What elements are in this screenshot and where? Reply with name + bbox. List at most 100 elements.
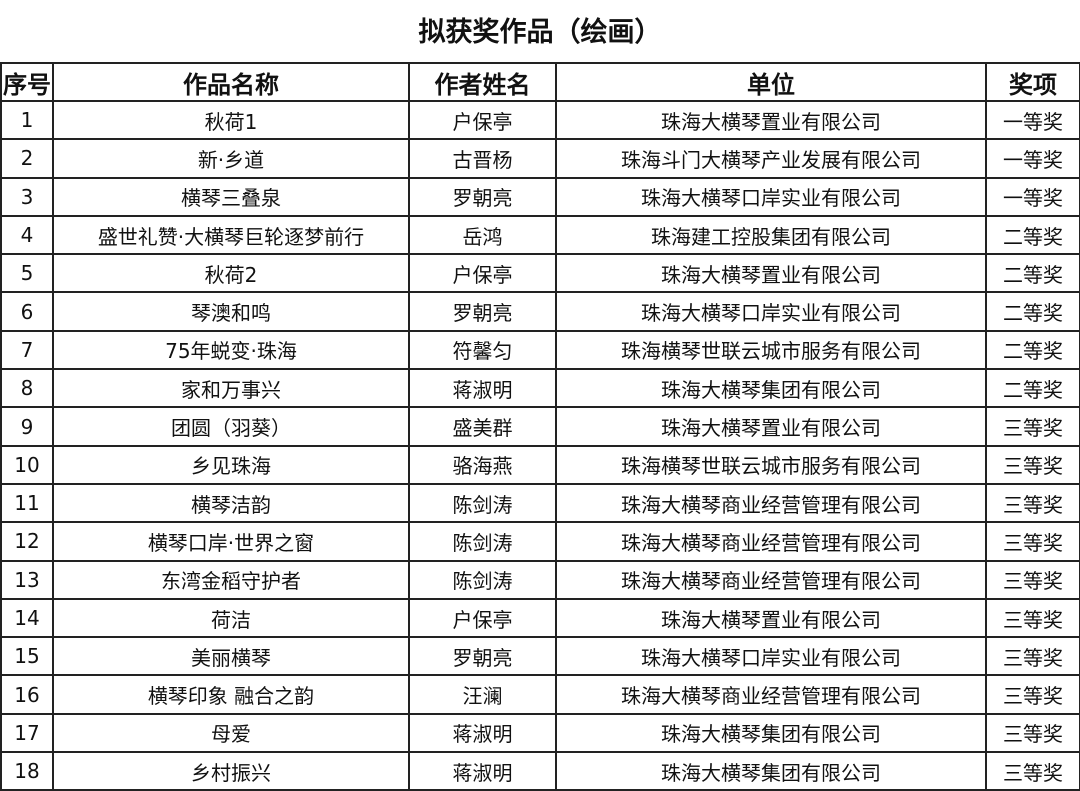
col-unit-cell: 珠海建工控股集团有限公司: [555, 214, 987, 256]
header-col-work-title: 作品名称: [52, 62, 410, 102]
col-author-cell: 古晋杨: [408, 138, 557, 179]
col-unit-cell: 珠海大横琴口岸实业有限公司: [555, 291, 987, 332]
col-unit-cell: 珠海大横琴商业经营管理有限公司: [555, 559, 987, 600]
col-award-cell: 三等奖: [985, 674, 1080, 715]
col-unit-cell: 珠海斗门大横琴产业发展有限公司: [555, 138, 987, 179]
col-unit-cell: 珠海大横琴口岸实业有限公司: [555, 176, 987, 217]
col-author-cell: 罗朝亮: [408, 291, 557, 332]
header-col-unit: 单位: [555, 62, 987, 102]
col-award-cell: 三等奖: [985, 521, 1080, 562]
col-award-cell: 一等奖: [985, 99, 1080, 141]
col-award-cell: 三等奖: [985, 636, 1080, 677]
col-author-cell: 罗朝亮: [408, 176, 557, 217]
col-unit-cell: 珠海大横琴商业经营管理有限公司: [555, 674, 987, 715]
page-title: 拟获奖作品（绘画）: [418, 17, 662, 48]
table-row: 17 母爱 蒋淑明 珠海大横琴集团有限公司 三等奖: [0, 712, 1080, 754]
table-row: 9 团圆（羽葵） 盛美群 珠海大横琴置业有限公司 三等奖: [0, 406, 1080, 447]
table-row: 10 乡见珠海 骆海燕 珠海横琴世联云城市服务有限公司 三等奖: [0, 444, 1080, 485]
col-index-cell: 15: [0, 636, 54, 677]
col-work-title-cell: 团圆（羽葵）: [52, 406, 410, 447]
col-unit-cell: 珠海大横琴置业有限公司: [555, 99, 987, 141]
col-author-cell: 汪澜: [408, 674, 557, 715]
col-author-cell: 陈剑涛: [408, 482, 557, 524]
table-row: 18 乡村振兴 蒋淑明 珠海大横琴集团有限公司 三等奖: [0, 751, 1080, 791]
col-author-cell: 户保亭: [408, 597, 557, 639]
col-author-cell: 符馨匀: [408, 329, 557, 371]
col-author-cell: 户保亭: [408, 253, 557, 294]
col-index-cell: 11: [0, 482, 54, 524]
col-index-cell: 7: [0, 329, 54, 371]
col-author-cell: 陈剑涛: [408, 559, 557, 600]
col-award-cell: 二等奖: [985, 368, 1080, 409]
table-row: 8 家和万事兴 蒋淑明 珠海大横琴集团有限公司 二等奖: [0, 368, 1080, 409]
col-work-title-cell: 荷洁: [52, 597, 410, 639]
col-index-cell: 13: [0, 559, 54, 600]
col-work-title-cell: 横琴印象 融合之韵: [52, 674, 410, 715]
col-award-cell: 三等奖: [985, 712, 1080, 754]
col-index-cell: 4: [0, 214, 54, 256]
col-index-cell: 6: [0, 291, 54, 332]
header-row: 序号 作品名称 作者姓名 单位 奖项: [0, 62, 1080, 102]
col-work-title-cell: 东湾金稻守护者: [52, 559, 410, 600]
col-work-title-cell: 秋荷1: [52, 99, 410, 141]
col-work-title-cell: 横琴三叠泉: [52, 176, 410, 217]
col-work-title-cell: 横琴口岸·世界之窗: [52, 521, 410, 562]
col-award-cell: 二等奖: [985, 253, 1080, 294]
table-row: 2 新·乡道 古晋杨 珠海斗门大横琴产业发展有限公司 一等奖: [0, 138, 1080, 179]
col-award-cell: 一等奖: [985, 138, 1080, 179]
table-row: 7 75年蜕变·珠海 符馨匀 珠海横琴世联云城市服务有限公司 二等奖: [0, 329, 1080, 371]
col-author-cell: 蒋淑明: [408, 368, 557, 409]
col-author-cell: 岳鸿: [408, 214, 557, 256]
col-award-cell: 三等奖: [985, 406, 1080, 447]
col-work-title-cell: 新·乡道: [52, 138, 410, 179]
col-work-title-cell: 家和万事兴: [52, 368, 410, 409]
table-row: 16 横琴印象 融合之韵 汪澜 珠海大横琴商业经营管理有限公司 三等奖: [0, 674, 1080, 715]
col-index-cell: 9: [0, 406, 54, 447]
col-award-cell: 三等奖: [985, 597, 1080, 639]
col-award-cell: 一等奖: [985, 176, 1080, 217]
col-author-cell: 户保亭: [408, 99, 557, 141]
col-index-cell: 8: [0, 368, 54, 409]
col-award-cell: 二等奖: [985, 329, 1080, 371]
col-work-title-cell: 秋荷2: [52, 253, 410, 294]
col-unit-cell: 珠海大横琴集团有限公司: [555, 712, 987, 754]
col-work-title-cell: 横琴洁韵: [52, 482, 410, 524]
col-author-cell: 陈剑涛: [408, 521, 557, 562]
table-row: 6 琴澳和鸣 罗朝亮 珠海大横琴口岸实业有限公司 二等奖: [0, 291, 1080, 332]
table-row: 12 横琴口岸·世界之窗 陈剑涛 珠海大横琴商业经营管理有限公司 三等奖: [0, 521, 1080, 562]
col-unit-cell: 珠海大横琴商业经营管理有限公司: [555, 521, 987, 562]
col-unit-cell: 珠海大横琴商业经营管理有限公司: [555, 482, 987, 524]
col-work-title-cell: 母爱: [52, 712, 410, 754]
table-row: 14 荷洁 户保亭 珠海大横琴置业有限公司 三等奖: [0, 597, 1080, 639]
col-index-cell: 10: [0, 444, 54, 485]
table-row: 13 东湾金稻守护者 陈剑涛 珠海大横琴商业经营管理有限公司 三等奖: [0, 559, 1080, 600]
table-row: 5 秋荷2 户保亭 珠海大横琴置业有限公司 二等奖: [0, 253, 1080, 294]
col-work-title-cell: 盛世礼赞·大横琴巨轮逐梦前行: [52, 214, 410, 256]
col-unit-cell: 珠海大横琴集团有限公司: [555, 368, 987, 409]
col-author-cell: 罗朝亮: [408, 636, 557, 677]
col-index-cell: 5: [0, 253, 54, 294]
awards-table: 序号 作品名称 作者姓名 单位 奖项 1 秋荷1 户保亭 珠海大横琴置业有限公司 一等奖 2 新·乡…: [0, 62, 1080, 791]
col-unit-cell: 珠海大横琴集团有限公司: [555, 751, 987, 791]
col-author-cell: 骆海燕: [408, 444, 557, 485]
col-index-cell: 12: [0, 521, 54, 562]
col-unit-cell: 珠海大横琴置业有限公司: [555, 597, 987, 639]
col-award-cell: 三等奖: [985, 751, 1080, 791]
col-index-cell: 3: [0, 176, 54, 217]
col-award-cell: 二等奖: [985, 214, 1080, 256]
table-row: 3 横琴三叠泉 罗朝亮 珠海大横琴口岸实业有限公司 一等奖: [0, 176, 1080, 217]
col-work-title-cell: 美丽横琴: [52, 636, 410, 677]
col-award-cell: 三等奖: [985, 444, 1080, 485]
table-row: 4 盛世礼赞·大横琴巨轮逐梦前行 岳鸿 珠海建工控股集团有限公司 二等奖: [0, 214, 1080, 256]
col-award-cell: 二等奖: [985, 291, 1080, 332]
table-row: 1 秋荷1 户保亭 珠海大横琴置业有限公司 一等奖: [0, 99, 1080, 141]
header-col-index: 序号: [0, 62, 54, 102]
col-author-cell: 蒋淑明: [408, 751, 557, 791]
col-award-cell: 三等奖: [985, 482, 1080, 524]
col-work-title-cell: 乡见珠海: [52, 444, 410, 485]
col-unit-cell: 珠海横琴世联云城市服务有限公司: [555, 329, 987, 371]
col-author-cell: 盛美群: [408, 406, 557, 447]
col-index-cell: 18: [0, 751, 54, 791]
col-index-cell: 2: [0, 138, 54, 179]
col-work-title-cell: 乡村振兴: [52, 751, 410, 791]
